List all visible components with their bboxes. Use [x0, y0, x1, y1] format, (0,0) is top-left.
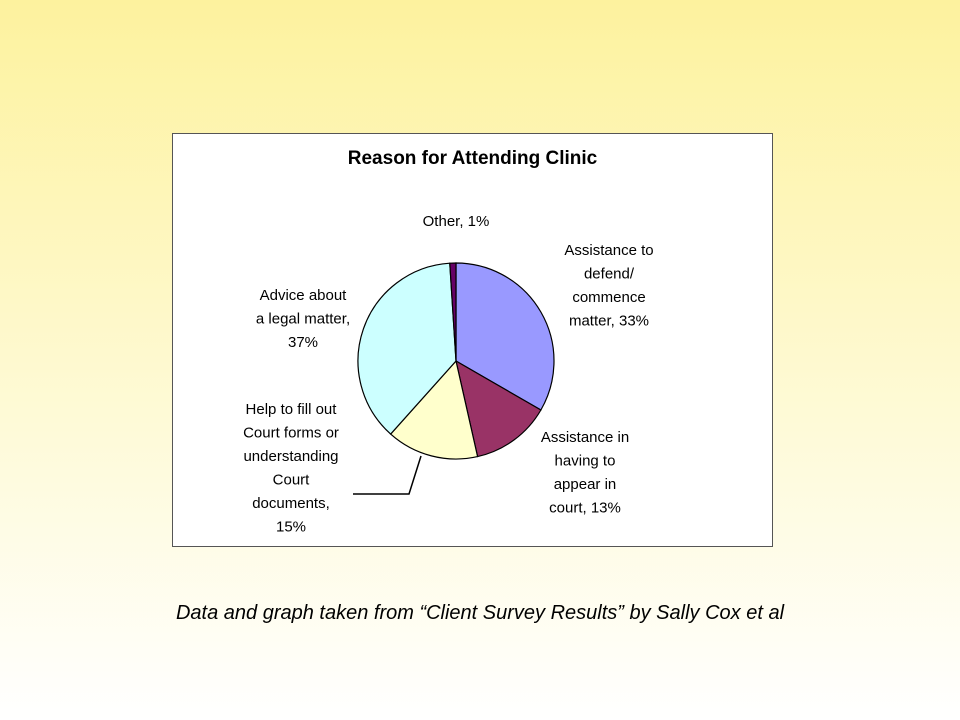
pie-slice-assistance-to-defend-commence-matter: [455, 262, 555, 411]
chart-title: Reason for Attending Clinic: [347, 148, 598, 169]
slice-label-assistance-in-having-to-appear-in-court: Assistance in having to appear in court, 13…: [541, 429, 629, 517]
pie-slice-advice-about-a-legal-matter: [357, 262, 457, 435]
slice-label-other: Other, 1%: [423, 213, 490, 230]
source-caption: Data and graph taken from “Client Survey…: [175, 602, 785, 624]
slice-label-advice-about-a-legal-matter: Advice about a legal matter, 37%: [256, 287, 350, 351]
slice-label-help-to-fill-out-court-forms-or-understanding-court-documents: Help to fill out Court forms or understand…: [243, 401, 339, 536]
pie-slice-other: [449, 262, 457, 362]
pie-slice-help-to-fill-out-court-forms-or-understanding-court-documents: [389, 359, 479, 460]
slice-label-assistance-to-defend-commence-matter: Assistance to defend/commence matter, 33%: [564, 242, 653, 330]
pie-chart: Assistance to defend/commence matter, 33% A…: [243, 213, 654, 536]
chart-frame: Reason for Attending Clinic Assistance t…: [172, 133, 773, 547]
pie-slice-assistance-in-having-to-appear-in-court: [455, 359, 542, 458]
leader-line: [353, 455, 422, 495]
